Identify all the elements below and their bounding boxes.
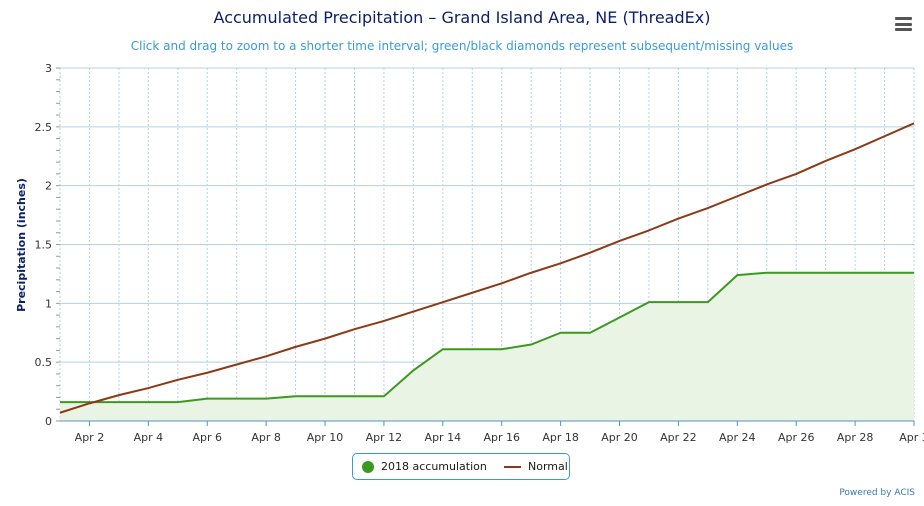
x-tick-label: Apr 28 <box>837 431 874 444</box>
x-tick-label: Apr 2 <box>75 431 105 444</box>
y-tick-label: 1.5 <box>35 239 53 252</box>
x-tick-label: Apr 22 <box>660 431 697 444</box>
y-tick-label: 2.5 <box>35 121 53 134</box>
hamburger-menu-icon[interactable] <box>895 17 912 31</box>
y-tick-label: 3 <box>45 62 52 75</box>
y-tick-label: 0.5 <box>35 356 53 369</box>
x-tick-label: Apr 14 <box>425 431 462 444</box>
legend-marker-accumulation <box>362 460 374 473</box>
x-tick-label: Apr 24 <box>719 431 756 444</box>
x-tick-label: Apr 26 <box>778 431 815 444</box>
chart-title: Accumulated Precipitation – Grand Island… <box>213 8 711 27</box>
legend-label-accumulation: 2018 accumulation <box>381 460 487 473</box>
x-tick-label: Apr 10 <box>307 431 344 444</box>
x-tick-label: Apr 4 <box>134 431 164 444</box>
legend-item-normal[interactable]: Normal <box>504 460 568 473</box>
x-tick-label: Apr 6 <box>192 431 222 444</box>
accumulation-area-fill <box>60 272 914 421</box>
y-tick-label: 0 <box>45 415 52 428</box>
chart-legend: 2018 accumulation Normal <box>352 453 570 480</box>
x-tick-label: Apr 12 <box>366 431 403 444</box>
legend-label-normal: Normal <box>528 460 568 473</box>
x-tick-label: Apr 8 <box>251 431 281 444</box>
y-tick-label: 2 <box>45 180 52 193</box>
legend-marker-normal <box>504 465 521 468</box>
x-tick-label: Apr 18 <box>542 431 579 444</box>
x-tick-label: Apr 20 <box>601 431 638 444</box>
legend-item-accumulation[interactable]: 2018 accumulation <box>362 460 487 473</box>
powered-by-credit[interactable]: Powered by ACIS <box>839 488 915 498</box>
series-line-accumulation <box>60 271 914 404</box>
y-tick-label: 1 <box>45 297 52 310</box>
x-tick-label: Apr 3 <box>899 431 924 444</box>
chart-subtitle: Click and drag to zoom to a shorter time… <box>130 39 794 53</box>
x-tick-label: Apr 16 <box>483 431 520 444</box>
y-axis-label: Precipitation (inches) <box>15 178 28 312</box>
series-line-normal <box>59 122 915 414</box>
